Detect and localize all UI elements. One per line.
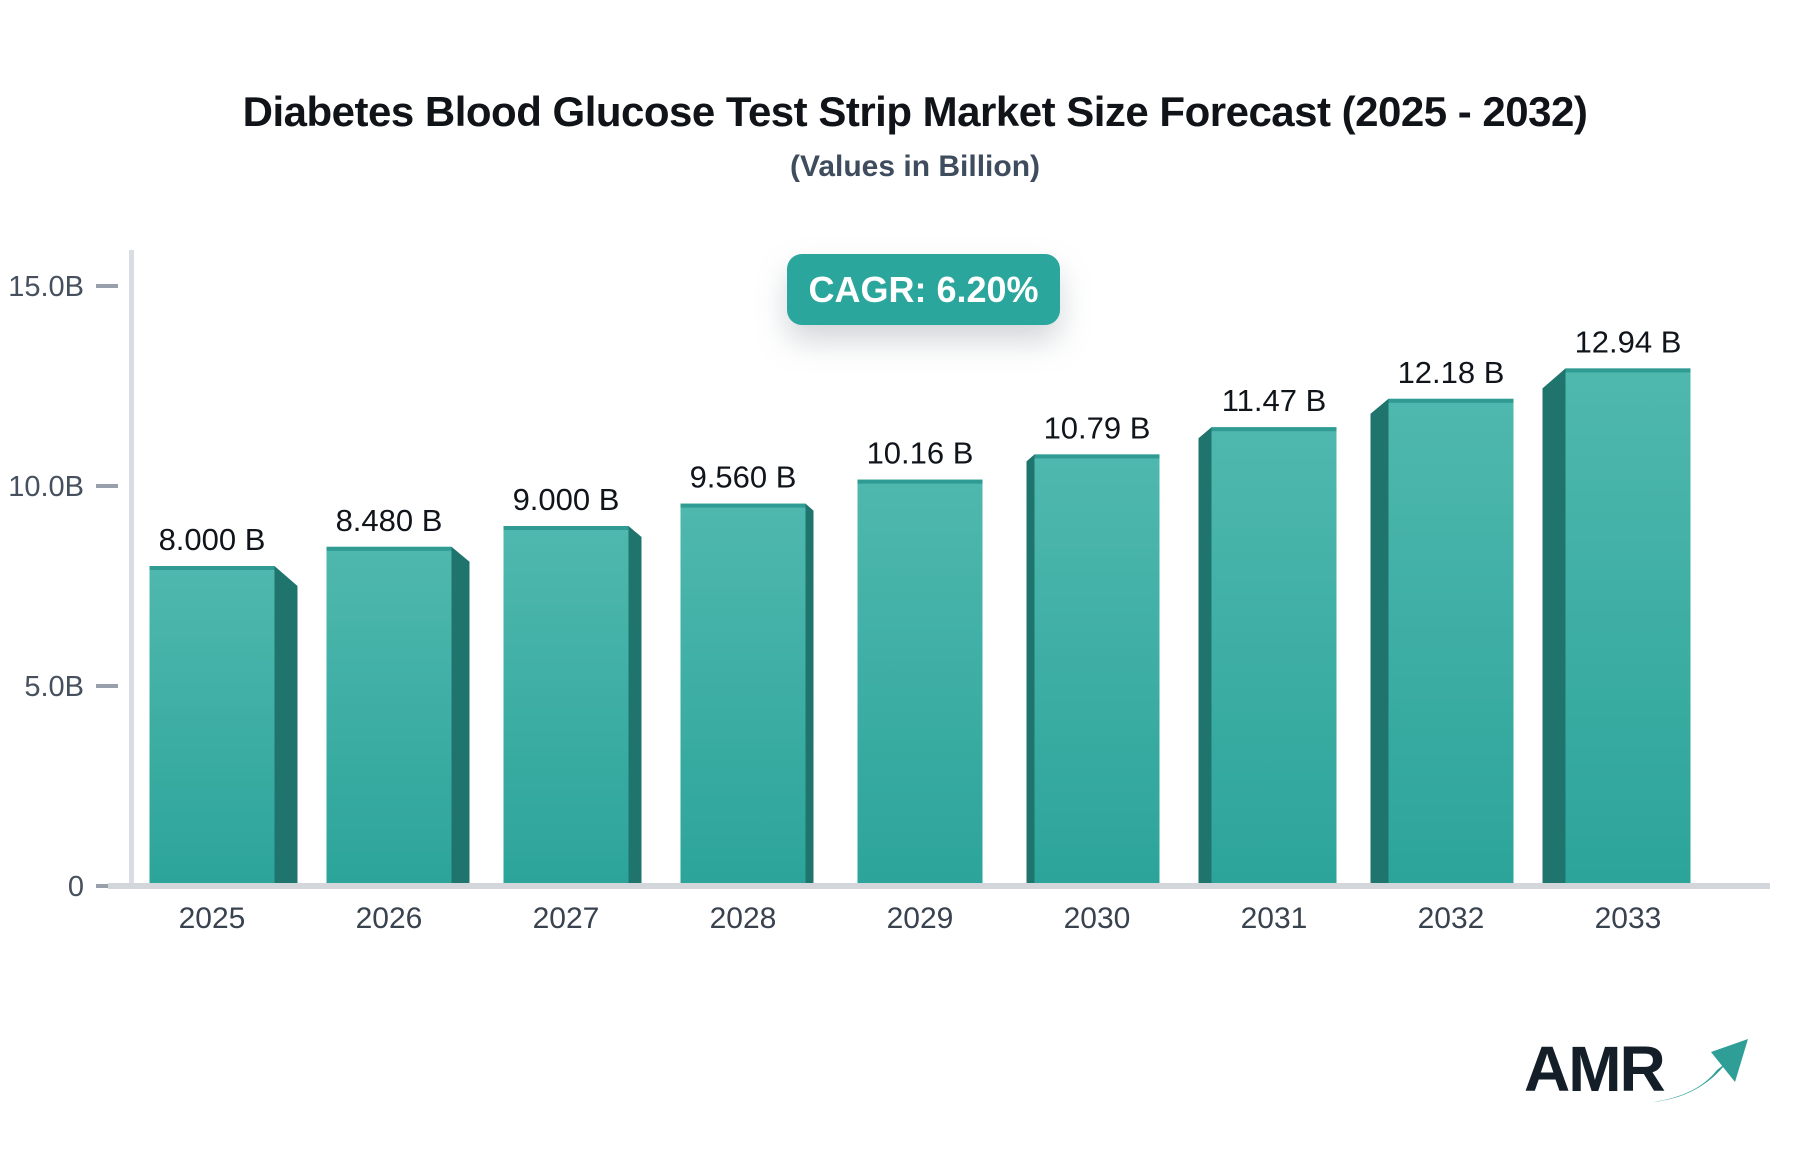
bar-value-label: 11.47 B xyxy=(1222,383,1327,418)
y-axis-tick xyxy=(96,284,118,288)
bar-front-face xyxy=(1211,427,1337,886)
bar-top-edge xyxy=(1034,454,1160,459)
x-axis-label: 2028 xyxy=(710,902,777,935)
bar-value-label: 10.16 B xyxy=(867,436,974,471)
bar-value-label: 9.560 B xyxy=(690,460,797,495)
bar-value-label: 8.000 B xyxy=(159,522,266,557)
bar-top-edge xyxy=(503,526,629,530)
bar-front-face xyxy=(149,566,275,886)
bar-top-edge xyxy=(1211,427,1337,432)
y-axis-tick xyxy=(96,484,118,488)
bar-value-label: 12.18 B xyxy=(1398,355,1505,390)
bar-front-face xyxy=(503,526,629,886)
bar-side-face xyxy=(628,526,642,886)
y-axis-tick-label: 15.0B xyxy=(8,271,84,303)
y-axis-tick xyxy=(96,684,118,688)
x-axis-label: 2026 xyxy=(356,902,423,935)
y-axis-line xyxy=(129,250,134,886)
bar-top-edge xyxy=(1565,368,1691,373)
bar-group-2031: 11.47 B 2031 xyxy=(1198,383,1337,935)
x-axis-label: 2029 xyxy=(887,902,954,935)
x-axis-label: 2025 xyxy=(179,902,246,935)
bar-group-2027: 9.000 B 2027 xyxy=(503,482,642,935)
bar-side-face xyxy=(1026,454,1035,886)
y-axis-tick xyxy=(96,884,118,888)
bar-top-edge xyxy=(857,479,983,484)
chart-subtitle: (Values in Billion) xyxy=(789,150,1041,183)
bar-front-face xyxy=(680,503,806,886)
bar-group-2032: 12.18 B 2032 xyxy=(1370,355,1514,935)
x-axis-label: 2033 xyxy=(1595,902,1662,935)
cagr-badge: CAGR: 6.20% xyxy=(787,254,1060,325)
bar-top-edge xyxy=(326,546,452,551)
bar-value-label: 9.000 B xyxy=(513,482,620,517)
bar-group-2030: 10.79 B 2030 xyxy=(1026,410,1160,935)
bar-side-face xyxy=(1198,427,1212,886)
bar-front-face xyxy=(857,479,983,886)
chart-title: Diabetes Blood Glucose Test Strip Market… xyxy=(242,88,1588,135)
bar-value-label: 10.79 B xyxy=(1044,410,1151,445)
bar-side-face xyxy=(805,503,814,886)
chart-header: Diabetes Blood Glucose Test Strip Market… xyxy=(0,88,1800,184)
bar-group-2033: 12.94 B 2033 xyxy=(1542,324,1691,935)
y-axis-tick-label: 10.0B xyxy=(8,471,84,503)
bar-value-label: 8.480 B xyxy=(336,503,443,538)
bar-top-edge xyxy=(1388,398,1514,403)
y-axis-tick-label: 5.0B xyxy=(24,671,84,703)
bar-group-2028: 9.560 B 2028 xyxy=(680,460,814,935)
amr-logo-text: AMR xyxy=(1524,1033,1666,1105)
bar-group-2026: 8.480 B 2026 xyxy=(326,503,470,935)
bar-side-face xyxy=(1370,398,1389,886)
y-axis-tick-label: 0 xyxy=(68,871,84,903)
amr-logo: AMR xyxy=(1524,1032,1752,1106)
bar-top-edge xyxy=(149,566,275,570)
bar-front-face xyxy=(1388,398,1514,886)
x-axis-label: 2030 xyxy=(1064,902,1131,935)
x-axis-label: 2031 xyxy=(1241,902,1308,935)
bar-front-face xyxy=(1565,368,1691,886)
bar-group-2029: 10.16 B 2029 xyxy=(857,436,983,935)
bar-front-face xyxy=(1034,454,1160,886)
x-axis-label: 2032 xyxy=(1418,902,1485,935)
bar-side-face xyxy=(451,546,470,886)
bar-group-2025: 8.000 B 2025 xyxy=(149,522,298,935)
bar-top-edge xyxy=(680,503,806,508)
bar-front-face xyxy=(326,546,452,886)
growth-arrow-icon xyxy=(1652,1039,1748,1102)
bar-value-label: 12.94 B xyxy=(1575,324,1682,359)
x-axis-line xyxy=(108,883,1770,889)
bar-side-face xyxy=(274,566,298,886)
x-axis-label: 2027 xyxy=(533,902,600,935)
bar-side-face xyxy=(1542,368,1566,886)
